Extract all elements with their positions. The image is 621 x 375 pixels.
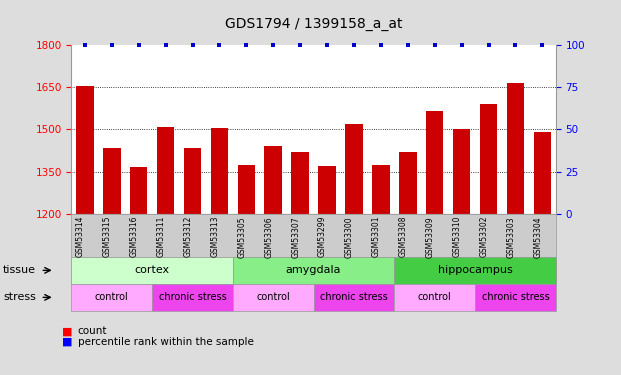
Bar [426,111,443,214]
Text: GSM53310: GSM53310 [453,216,461,257]
Text: percentile rank within the sample: percentile rank within the sample [78,337,253,346]
Text: chronic stress: chronic stress [320,292,388,302]
Text: GDS1794 / 1399158_a_at: GDS1794 / 1399158_a_at [225,17,402,31]
Text: tissue: tissue [3,266,36,275]
Text: GSM53301: GSM53301 [372,216,381,257]
Bar [507,83,524,214]
Bar [238,165,255,214]
Bar [76,86,94,214]
Bar [291,152,309,214]
Text: count: count [78,327,107,336]
Bar [130,167,147,214]
Bar [265,146,282,214]
Text: chronic stress: chronic stress [481,292,550,302]
Text: GSM53305: GSM53305 [237,216,247,258]
Bar [184,148,201,214]
Bar [345,124,363,214]
Text: GSM53307: GSM53307 [291,216,300,258]
Text: chronic stress: chronic stress [158,292,227,302]
Text: GSM53299: GSM53299 [318,216,327,257]
Text: control: control [418,292,451,302]
Text: hippocampus: hippocampus [438,266,512,275]
Bar [399,152,417,214]
Text: GSM53302: GSM53302 [479,216,489,257]
Text: ■: ■ [62,337,73,346]
Bar [211,128,228,214]
Text: GSM53311: GSM53311 [156,216,166,257]
Text: control: control [256,292,290,302]
Bar [157,127,175,214]
Text: cortex: cortex [135,266,170,275]
Text: control: control [95,292,129,302]
Text: GSM53316: GSM53316 [130,216,138,257]
Text: GSM53303: GSM53303 [507,216,515,258]
Text: GSM53313: GSM53313 [211,216,219,257]
Bar [480,104,497,214]
Text: GSM53309: GSM53309 [426,216,435,258]
Bar [103,148,120,214]
Text: GSM53314: GSM53314 [76,216,85,257]
Bar [453,129,470,214]
Text: GSM53312: GSM53312 [184,216,193,257]
Text: GSM53315: GSM53315 [103,216,112,257]
Text: GSM53304: GSM53304 [533,216,542,258]
Bar [372,165,389,214]
Text: amygdala: amygdala [286,266,342,275]
Text: GSM53306: GSM53306 [265,216,273,258]
Text: ■: ■ [62,327,73,336]
Text: GSM53308: GSM53308 [399,216,408,257]
Bar [319,166,336,214]
Text: stress: stress [3,292,36,302]
Text: GSM53300: GSM53300 [345,216,354,258]
Bar [533,132,551,214]
